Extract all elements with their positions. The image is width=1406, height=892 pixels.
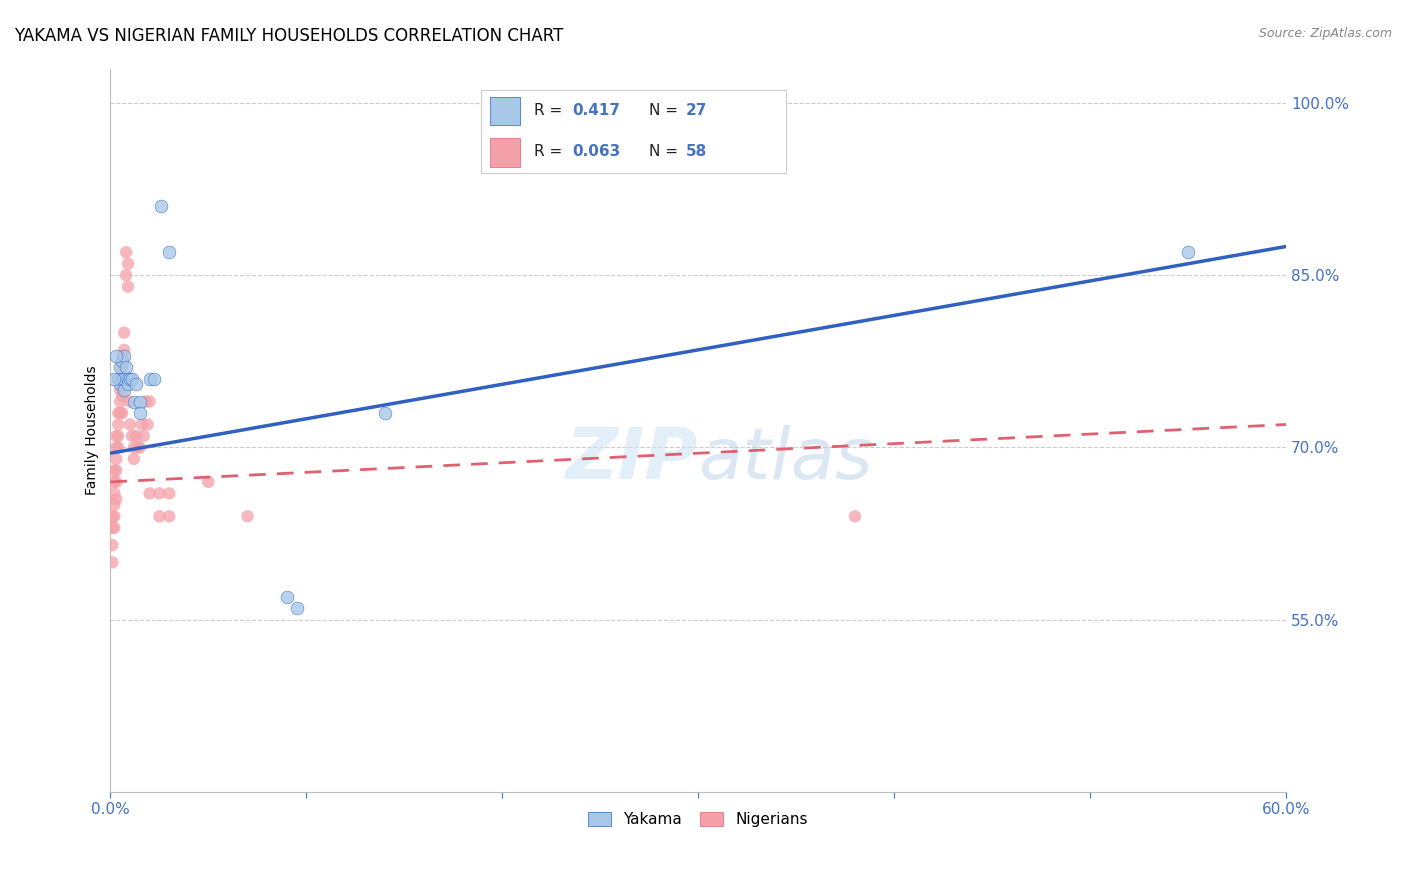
Point	[128, 406, 150, 420]
Point	[101, 509, 124, 524]
Point	[103, 486, 125, 500]
Point	[127, 441, 149, 455]
Point	[105, 463, 128, 477]
Point	[101, 521, 124, 535]
Point	[107, 371, 129, 385]
Point	[103, 463, 125, 477]
Point	[115, 245, 138, 260]
Point	[157, 486, 180, 500]
Point	[148, 486, 170, 500]
Point	[103, 371, 125, 385]
Point	[107, 406, 129, 420]
Point	[138, 371, 160, 385]
Point	[128, 441, 150, 455]
Point	[103, 475, 125, 489]
Point	[101, 555, 124, 569]
Point	[108, 406, 131, 420]
Point	[103, 509, 125, 524]
Point	[111, 406, 134, 420]
Point	[107, 429, 129, 443]
Point	[105, 349, 128, 363]
Point	[108, 371, 131, 385]
Point	[108, 394, 131, 409]
Point	[844, 509, 866, 524]
Point	[111, 377, 134, 392]
Point	[131, 417, 153, 432]
Point	[118, 394, 141, 409]
Point	[112, 383, 135, 397]
Point	[135, 394, 157, 409]
Point	[117, 279, 139, 293]
Point	[142, 371, 165, 385]
Point	[125, 377, 148, 392]
Point	[374, 406, 396, 420]
Point	[105, 452, 128, 467]
Point	[105, 492, 128, 507]
Point	[112, 343, 135, 357]
Point	[118, 417, 141, 432]
Point	[117, 377, 139, 392]
Text: YAKAMA VS NIGERIAN FAMILY HOUSEHOLDS CORRELATION CHART: YAKAMA VS NIGERIAN FAMILY HOUSEHOLDS COR…	[14, 27, 564, 45]
Y-axis label: Family Households: Family Households	[86, 366, 100, 495]
Text: atlas: atlas	[699, 425, 873, 493]
Point	[150, 199, 173, 213]
Point	[138, 394, 160, 409]
Point	[197, 475, 219, 489]
Point	[157, 509, 180, 524]
Point	[276, 590, 298, 604]
Point	[122, 394, 145, 409]
Point	[121, 429, 143, 443]
Point	[105, 441, 128, 455]
Point	[111, 349, 134, 363]
Point	[105, 429, 128, 443]
Point	[121, 371, 143, 385]
Point	[108, 360, 131, 375]
Point	[236, 509, 259, 524]
Point	[115, 268, 138, 283]
Point	[128, 394, 150, 409]
Point	[122, 452, 145, 467]
Point	[122, 441, 145, 455]
Point	[108, 383, 131, 397]
Point	[112, 349, 135, 363]
Point	[111, 354, 134, 368]
Point	[107, 417, 129, 432]
Point	[111, 371, 134, 385]
Point	[101, 538, 124, 552]
Text: Source: ZipAtlas.com: Source: ZipAtlas.com	[1258, 27, 1392, 40]
Point	[132, 429, 155, 443]
Point	[117, 371, 139, 385]
Point	[117, 257, 139, 271]
Point	[118, 371, 141, 385]
Point	[138, 486, 160, 500]
Point	[112, 326, 135, 340]
Legend: Yakama, Nigerians: Yakama, Nigerians	[581, 805, 815, 835]
Point	[285, 601, 308, 615]
Point	[962, 797, 984, 811]
Point	[111, 360, 134, 375]
Point	[125, 429, 148, 443]
Point	[157, 245, 180, 260]
Point	[112, 371, 135, 385]
Point	[108, 377, 131, 392]
Point	[105, 475, 128, 489]
Point	[115, 360, 138, 375]
Point	[136, 417, 159, 432]
Point	[107, 441, 129, 455]
Point	[148, 509, 170, 524]
Point	[103, 521, 125, 535]
Point	[118, 371, 141, 385]
Point	[1177, 245, 1199, 260]
Text: ZIP: ZIP	[567, 425, 699, 493]
Point	[103, 498, 125, 512]
Point	[111, 389, 134, 403]
